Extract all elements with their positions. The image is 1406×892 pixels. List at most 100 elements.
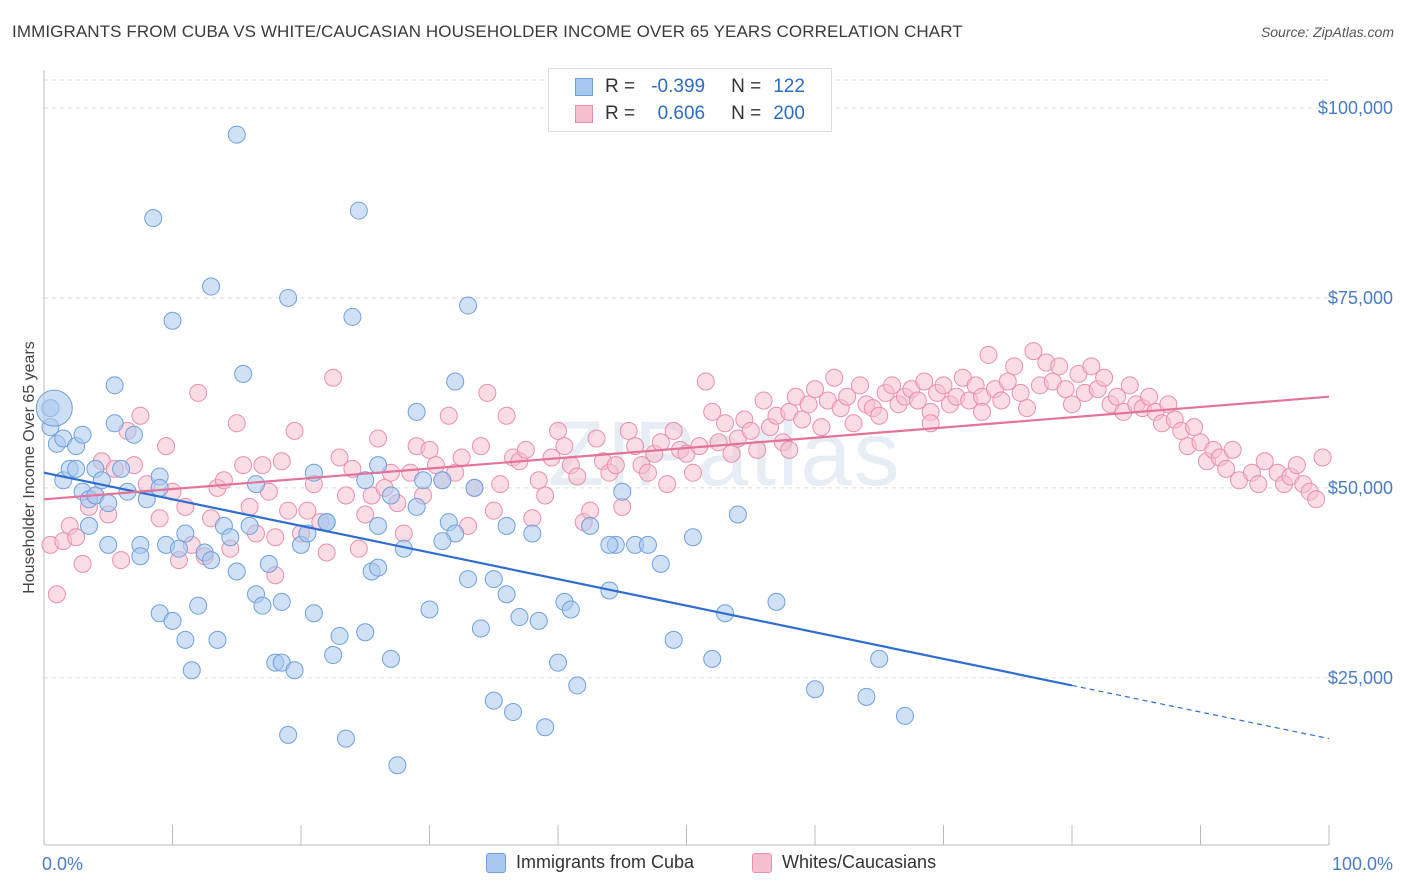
- legend-item-cuba: Immigrants from Cuba: [486, 852, 694, 873]
- cuba-point: [407, 402, 426, 421]
- cuba-point: [221, 528, 240, 547]
- white-point: [285, 421, 304, 440]
- cuba-point: [414, 471, 433, 490]
- white-point: [523, 509, 542, 528]
- white-point: [870, 406, 889, 425]
- legend-bottom-swatch-white: [752, 852, 772, 873]
- legend-n-value: 200: [773, 103, 805, 124]
- cuba-point: [356, 471, 375, 490]
- white-point: [1185, 418, 1204, 437]
- white-point: [587, 429, 606, 448]
- y-tick-label: $25,000: [1328, 668, 1393, 688]
- legend-r-value: -0.399: [651, 76, 706, 97]
- cuba-point: [561, 600, 580, 619]
- white-point: [549, 421, 567, 440]
- white-point: [1223, 440, 1242, 459]
- white-point: [613, 497, 632, 516]
- cuba-point: [484, 570, 503, 589]
- cuba-point: [356, 623, 375, 642]
- cuba-point: [407, 497, 426, 516]
- white-point: [716, 414, 735, 433]
- cuba-point: [202, 551, 221, 570]
- white-point: [1082, 357, 1101, 376]
- cuba-point: [336, 729, 355, 748]
- white-point: [394, 524, 413, 543]
- cuba-point: [330, 627, 349, 646]
- white-point: [1095, 368, 1114, 387]
- white-point: [812, 418, 831, 437]
- white-point: [1287, 456, 1306, 475]
- white-point: [253, 456, 272, 475]
- cuba-point: [568, 676, 587, 695]
- cuba-point: [638, 535, 657, 554]
- legend-bottom-label-white: Whites/Caucasians: [782, 852, 937, 872]
- cuba-point: [581, 516, 600, 535]
- cuba-point: [112, 459, 131, 478]
- white-point: [626, 437, 645, 456]
- white-point: [799, 395, 818, 414]
- white-point: [664, 421, 683, 440]
- white-point: [150, 509, 169, 528]
- white-point: [324, 368, 343, 387]
- cuba-point: [73, 425, 92, 444]
- cuba-point: [279, 725, 298, 744]
- cuba-point: [433, 471, 452, 490]
- legend-bottom-label-cuba: Immigrants from Cuba: [516, 852, 695, 872]
- legend-swatch-cuba: [575, 78, 593, 96]
- white-point: [748, 440, 767, 459]
- cuba-point: [79, 516, 98, 535]
- white-point: [529, 471, 548, 490]
- cuba-point: [471, 619, 490, 638]
- cuba-point: [549, 653, 567, 672]
- white-point: [73, 554, 92, 573]
- cuba-point: [317, 513, 336, 532]
- white-point: [67, 528, 86, 547]
- white-point: [240, 497, 259, 516]
- cuba-point: [459, 570, 478, 589]
- cuba-point: [324, 646, 343, 665]
- cuba-point: [664, 630, 683, 649]
- cuba-point: [349, 201, 368, 220]
- cuba-point: [227, 562, 246, 581]
- cuba-point: [651, 554, 670, 573]
- cuba-point: [247, 475, 266, 494]
- cuba-point: [459, 296, 478, 315]
- white-point: [484, 501, 503, 520]
- legend-swatch-white: [575, 105, 593, 123]
- cuba-point: [99, 494, 118, 513]
- cuba-point: [420, 600, 439, 619]
- white-point: [658, 475, 677, 494]
- cuba-point: [504, 703, 523, 722]
- cuba-point: [169, 539, 188, 558]
- white-point: [317, 543, 336, 562]
- white-point: [336, 486, 355, 505]
- white-point: [908, 391, 927, 410]
- legend-n-label: N =: [731, 76, 762, 97]
- white-point: [1018, 399, 1037, 418]
- white-point: [234, 456, 253, 475]
- white-point: [112, 551, 131, 570]
- white-point: [606, 456, 625, 475]
- cuba-point: [497, 585, 516, 604]
- white-point: [934, 376, 953, 395]
- white-point: [272, 452, 291, 471]
- white-point: [806, 380, 824, 399]
- cuba-point: [208, 630, 227, 649]
- white-point: [973, 402, 992, 421]
- cuba-point: [176, 630, 195, 649]
- cuba-point: [381, 486, 400, 505]
- x-tick-label: 0.0%: [42, 854, 83, 874]
- white-point: [793, 410, 812, 429]
- white-point: [638, 463, 657, 482]
- cuba-point: [176, 524, 195, 543]
- white-point: [683, 463, 702, 482]
- white-point: [1313, 448, 1332, 467]
- cuba-point: [510, 608, 529, 627]
- cuba-point: [304, 604, 323, 623]
- cuba-point: [369, 558, 388, 577]
- cuba-point: [381, 649, 400, 668]
- white-point: [754, 391, 773, 410]
- white-point: [555, 437, 574, 456]
- cuba-point: [613, 482, 632, 501]
